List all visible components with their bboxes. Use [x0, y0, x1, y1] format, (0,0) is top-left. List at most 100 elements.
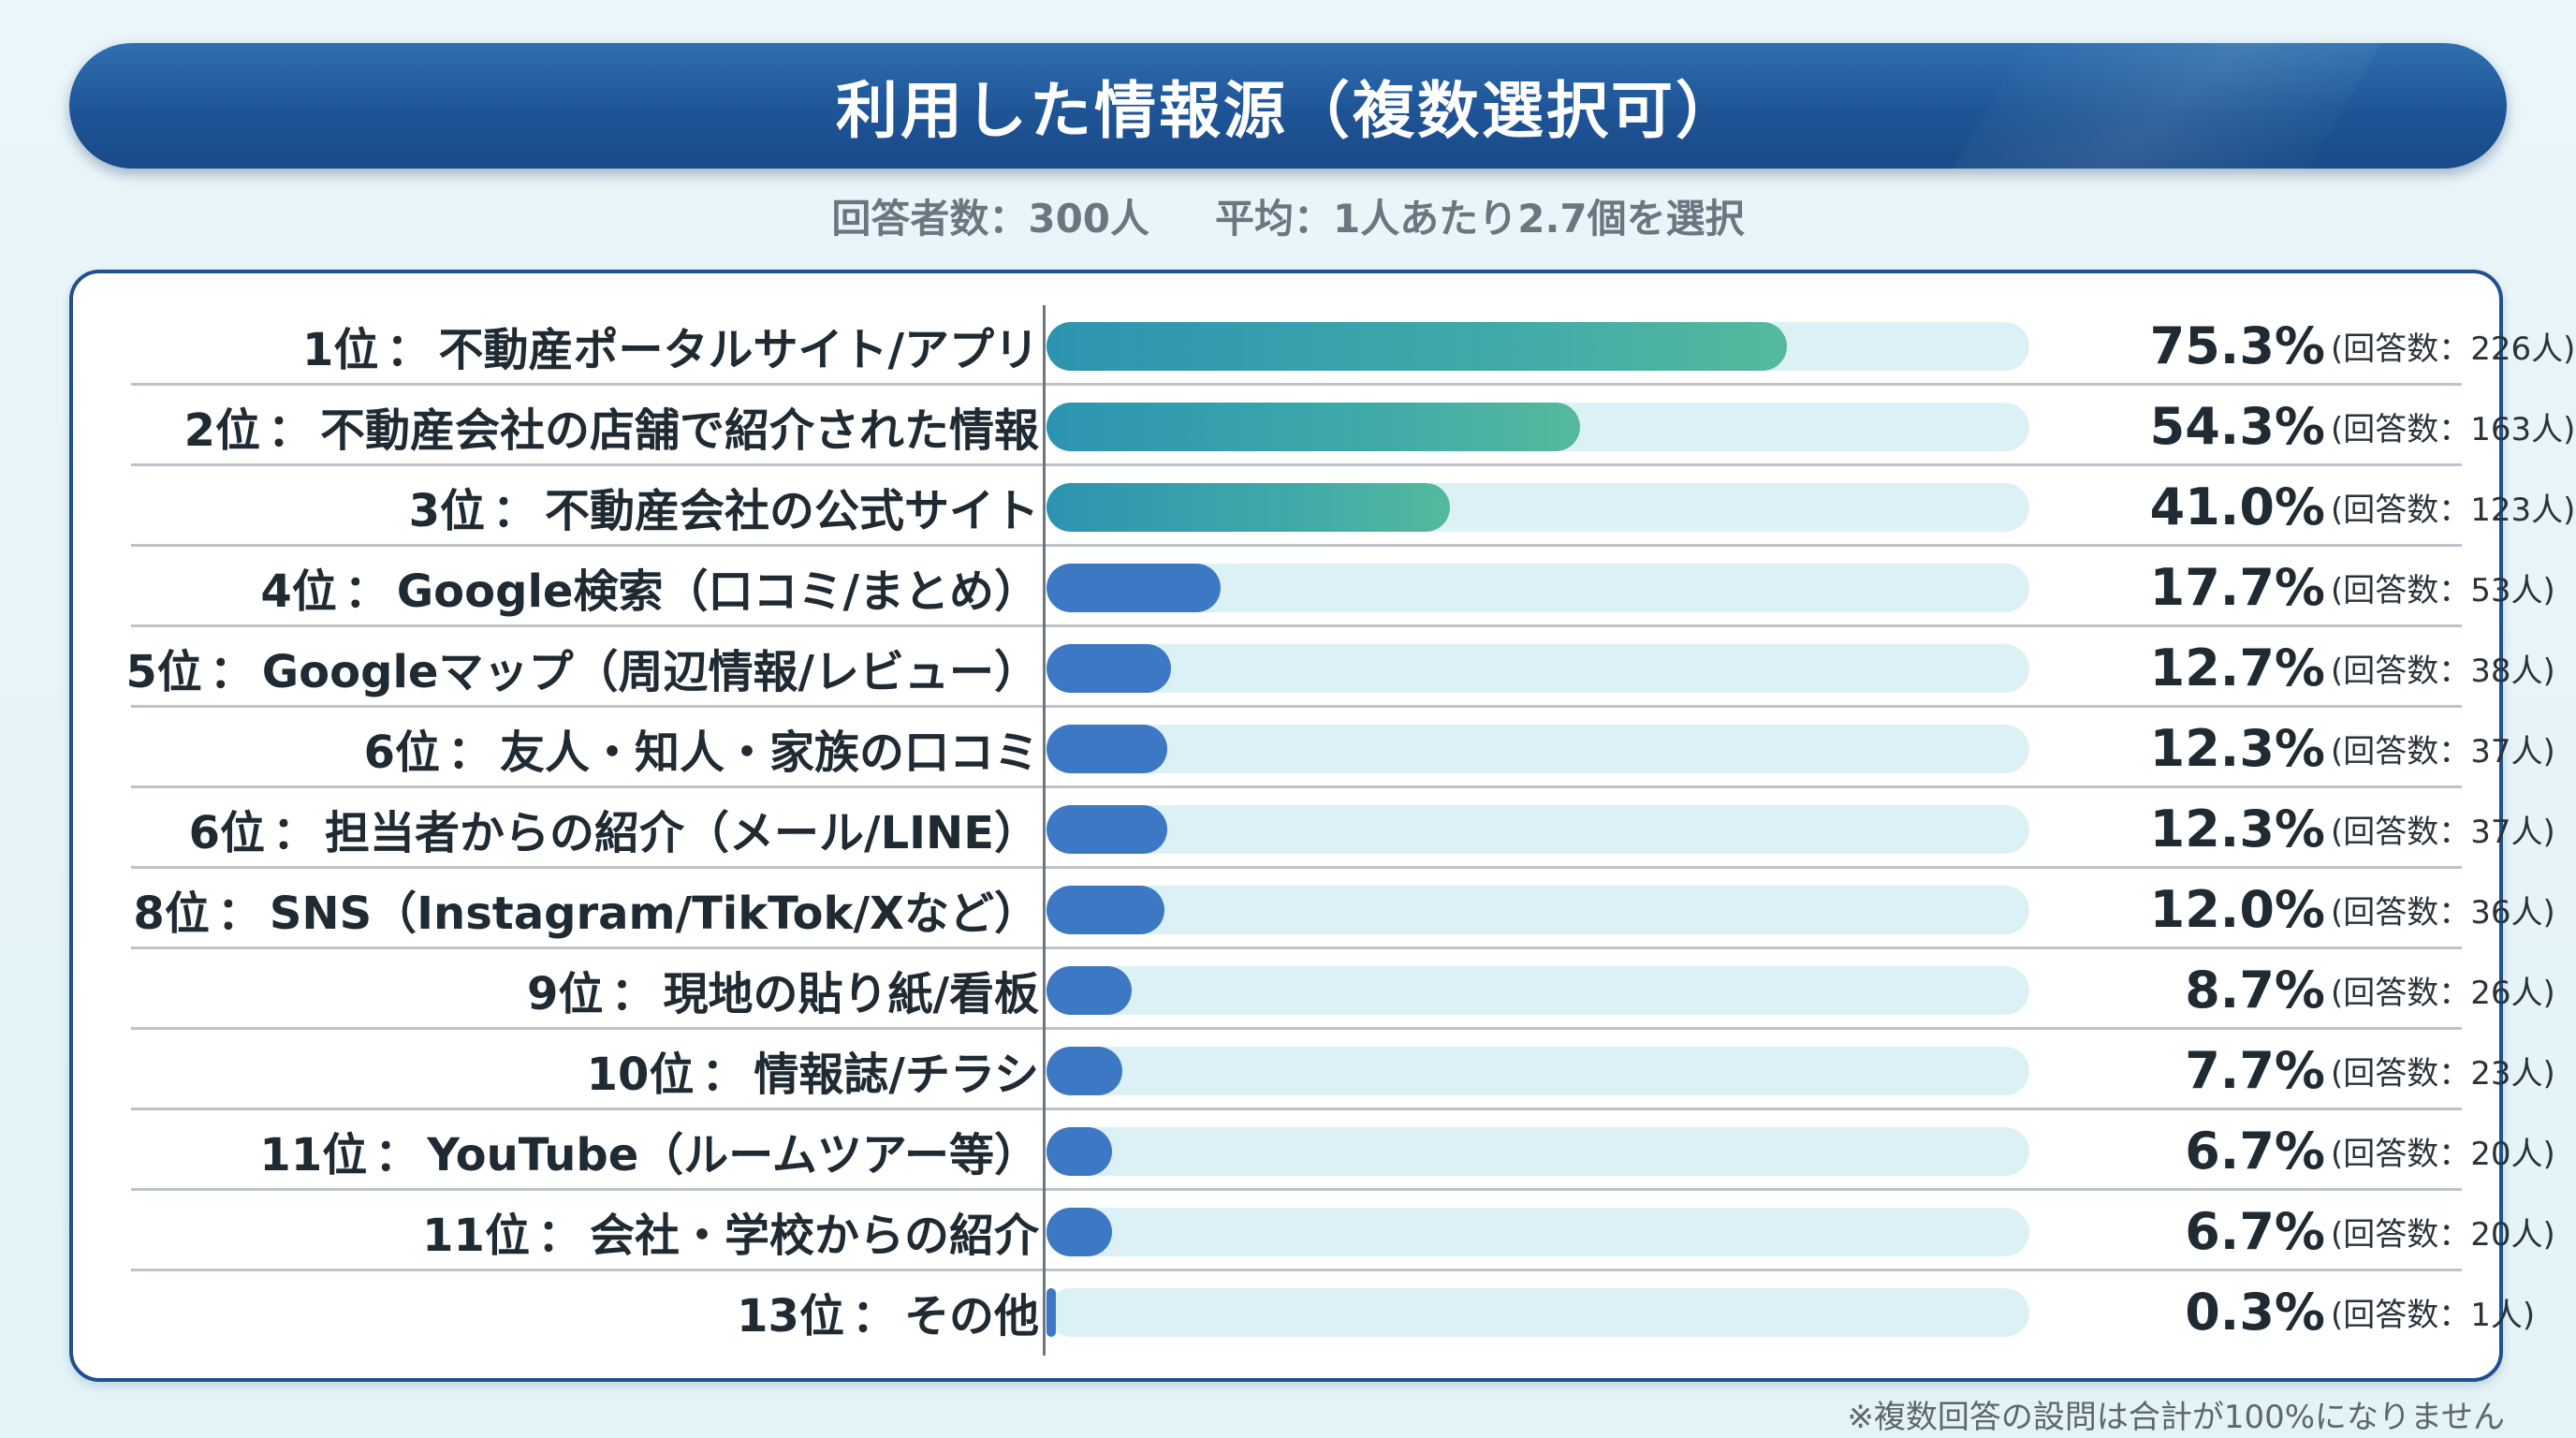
bar-fill [1046, 564, 1221, 612]
bar-fill [1046, 322, 1787, 371]
bar-track [1046, 805, 2029, 854]
percent-label: 0.3% [2185, 1282, 2325, 1342]
source-name: SNS（Instagram/TikTok/Xなど） [269, 888, 1039, 940]
bar-track [1046, 1208, 2029, 1256]
bar-fill [1046, 1047, 1122, 1095]
row-separator [131, 866, 2462, 869]
rank-label: 2位 [183, 404, 260, 457]
row-separator [131, 785, 2462, 788]
row-separator [131, 705, 2462, 708]
bar-track [1046, 966, 2029, 1015]
count-label: (回答数：226人) [2331, 330, 2576, 368]
source-name: Google検索（口コミ/まとめ） [396, 565, 1039, 618]
percent-label: 75.3% [2149, 315, 2325, 375]
category-label: 13位：その他 [131, 1271, 1050, 1352]
subtitle: 回答者数：300人 平均：1人あたり2.7個を選択 [0, 187, 2576, 243]
count-label: (回答数：26人) [2331, 974, 2555, 1012]
bar-fill [1046, 403, 1580, 451]
count-label: (回答数：37人) [2331, 732, 2555, 770]
row-separator [131, 1269, 2462, 1271]
bar-row: 13位：その他 0.3% (回答数：1人) [131, 1271, 2535, 1352]
category-label: 9位：現地の貼り紙/看板 [131, 949, 1050, 1030]
source-name: その他 [903, 1290, 1039, 1343]
axis-divider [1043, 305, 1046, 1356]
bar-track [1046, 886, 2029, 934]
category-label: 4位： Google検索（口コミ/まとめ） [131, 547, 1050, 627]
bar-fill [1046, 1208, 1112, 1256]
source-name: 会社・学校からの紹介 [589, 1210, 1039, 1262]
count-label: (回答数：38人) [2331, 652, 2555, 690]
rank-separator: ： [610, 968, 656, 1020]
rank-label: 6位 [363, 726, 440, 779]
rank-label: 8位 [133, 888, 210, 940]
percent-label: 54.3% [2149, 396, 2325, 456]
bar-row: 6位：友人・知人・家族の口コミ 12.3% (回答数：37人) [131, 708, 2555, 788]
bar-row: 5位： Googleマップ（周辺情報/レビュー） 12.7% (回答数：38人) [125, 627, 2555, 708]
category-label: 6位：担当者からの紹介（メール/LINE） [131, 788, 1050, 869]
bar-fill [1046, 966, 1132, 1015]
rank-separator: ： [209, 646, 255, 698]
rank-label: 3位 [408, 485, 485, 537]
rank-separator: ： [216, 888, 262, 940]
row-separator [131, 544, 2462, 547]
source-name: 担当者からの紹介（メール/LINE） [325, 807, 1039, 859]
source-name: 不動産会社の店舗で紹介された情報 [319, 404, 1039, 457]
bar-fill [1046, 805, 1167, 854]
row-separator [131, 624, 2462, 627]
rank-label: 13位 [737, 1290, 844, 1343]
bar-row: 10位：情報誌/チラシ 7.7% (回答数：23人) [131, 1030, 2555, 1110]
rank-label: 4位 [260, 565, 337, 618]
source-name: 不動産ポータルサイト/アプリ [438, 324, 1039, 376]
category-label: 3位：不動産会社の公式サイト [131, 466, 1050, 547]
rank-separator: ： [374, 1129, 420, 1181]
count-label: (回答数：123人) [2331, 491, 2576, 529]
rank-separator: ： [851, 1290, 897, 1343]
category-label: 5位： Googleマップ（周辺情報/レビュー） [125, 627, 1050, 708]
bar-track [1046, 1127, 2029, 1176]
rank-separator: ： [536, 1210, 582, 1262]
category-label: 10位：情報誌/チラシ [131, 1030, 1050, 1110]
bar-fill [1046, 1288, 1056, 1337]
bar-track [1046, 564, 2029, 612]
bar-row: 3位：不動産会社の公式サイト 41.0% (回答数：123人) [131, 466, 2575, 547]
bar-row: 11位： YouTube（ルームツアー等） 6.7% (回答数：20人) [131, 1110, 2555, 1191]
rank-label: 5位 [125, 646, 202, 698]
rank-separator: ： [446, 726, 492, 779]
count-label: (回答数：53人) [2331, 571, 2555, 609]
bar-fill [1046, 483, 1450, 532]
bar-row: 9位：現地の貼り紙/看板 8.7% (回答数：26人) [131, 949, 2555, 1030]
count-label: (回答数：20人) [2331, 1135, 2555, 1173]
bar-row: 8位： SNS（Instagram/TikTok/Xなど） 12.0% (回答数：36… [131, 869, 2555, 949]
bar-track [1046, 725, 2029, 773]
rank-separator: ： [272, 807, 318, 859]
bar-track [1046, 1047, 2029, 1095]
percent-label: 6.7% [2185, 1201, 2325, 1261]
rank-label: 10位 [586, 1049, 695, 1101]
percent-label: 41.0% [2149, 477, 2325, 536]
row-separator [131, 946, 2462, 949]
category-label: 11位：会社・学校からの紹介 [131, 1191, 1050, 1271]
bar-fill [1046, 644, 1171, 693]
respondent-count: 回答者数：300人 [831, 195, 1150, 242]
bar-row: 2位：不動産会社の店舗で紹介された情報 54.3% (回答数：163人) [131, 386, 2575, 466]
source-name: YouTube（ルームツアー等） [427, 1129, 1039, 1181]
percent-label: 6.7% [2185, 1121, 2325, 1181]
category-label: 2位：不動産会社の店舗で紹介された情報 [131, 386, 1050, 466]
count-label: (回答数：37人) [2331, 813, 2555, 851]
chart-title: 利用した情報源（複数選択可） [836, 75, 1740, 147]
title-banner: 利用した情報源（複数選択可） [69, 43, 2507, 169]
count-label: (回答数：20人) [2331, 1215, 2555, 1254]
source-name: Googleマップ（周辺情報/レビュー） [261, 646, 1039, 698]
bar-track [1046, 322, 2029, 371]
rank-label: 1位 [302, 324, 379, 376]
bar-row: 11位：会社・学校からの紹介 6.7% (回答数：20人) [131, 1191, 2555, 1271]
percent-label: 12.3% [2149, 718, 2325, 778]
count-label: (回答数：1人) [2331, 1296, 2536, 1334]
percent-label: 7.7% [2185, 1040, 2325, 1100]
count-label: (回答数：36人) [2331, 893, 2555, 932]
percent-label: 12.3% [2149, 799, 2325, 858]
percent-label: 8.7% [2185, 960, 2325, 1020]
row-separator [131, 383, 2462, 386]
category-label: 1位：不動産ポータルサイト/アプリ [131, 305, 1050, 386]
percent-label: 12.0% [2149, 879, 2325, 939]
